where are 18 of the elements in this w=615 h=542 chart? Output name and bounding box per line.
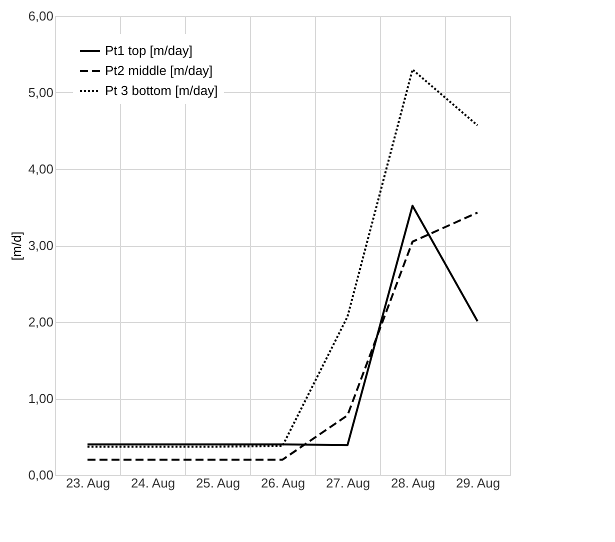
x-tick-label: 27. Aug	[326, 476, 370, 490]
x-tick-label: 26. Aug	[260, 476, 306, 490]
y-tick-label: 0,00	[28, 468, 54, 482]
x-tick-label: 28. Aug	[390, 476, 436, 490]
y-tick-label: 3,00	[28, 238, 54, 253]
y-tick-label: 4,00	[28, 162, 54, 176]
x-tick-label: 29. Aug	[456, 476, 500, 490]
legend-label: Pt1 top [m/day]	[105, 43, 192, 58]
y-tick-label: 1,00	[28, 391, 54, 406]
y-tick-label: 6,00	[28, 8, 54, 24]
legend-label: Pt2 middle [m/day]	[105, 63, 213, 78]
x-tick-label: 23. Aug	[66, 476, 110, 490]
y-tick-label: 5,00	[28, 85, 54, 100]
legend-label: Pt 3 bottom [m/day]	[105, 83, 218, 98]
x-tick-label: 24. Aug	[130, 476, 176, 490]
y-axis-title: [m/d]	[9, 232, 24, 260]
x-tick-label: 25. Aug	[196, 476, 240, 490]
y-tick-label: 2,00	[28, 314, 54, 330]
